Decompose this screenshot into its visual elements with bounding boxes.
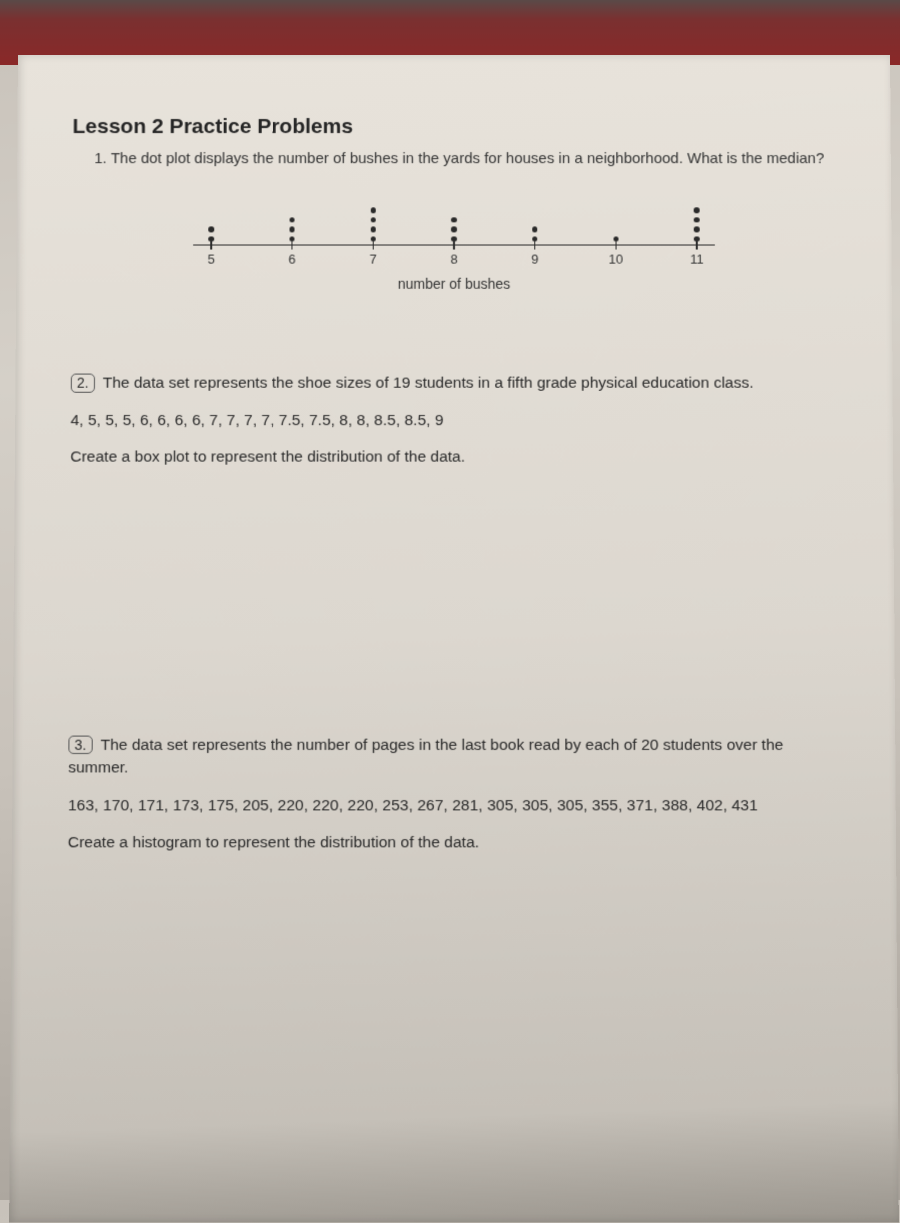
- tick-label: 5: [207, 252, 214, 267]
- worksheet-page: Lesson 2 Practice Problems 1. The dot pl…: [9, 55, 899, 1223]
- dot-icon: [370, 227, 376, 233]
- q2-intro-text: The data set represents the shoe sizes o…: [103, 375, 754, 392]
- dot-plot-labels: 5 6 7 8 9 10 11: [193, 252, 715, 270]
- tick-label: 8: [450, 252, 457, 267]
- tick-label: 7: [369, 252, 376, 267]
- q1-text: 1. The dot plot displays the number of b…: [94, 149, 835, 169]
- dot-icon: [451, 227, 457, 233]
- q3-number: 3.: [68, 735, 92, 754]
- tick-mark: [534, 242, 535, 250]
- dot-plot: 5 6 7 8 9 10 11 number of bushes: [193, 198, 715, 293]
- dot-plot-area: [193, 198, 715, 246]
- tick-mark: [292, 242, 293, 250]
- q3-task: Create a histogram to represent the dist…: [68, 832, 841, 855]
- tick-mark: [211, 242, 212, 250]
- tick-mark: [696, 242, 697, 250]
- dot-icon: [451, 217, 457, 223]
- tick-mark: [372, 242, 373, 250]
- dot-icon: [694, 208, 700, 214]
- tick-label: 11: [690, 252, 704, 267]
- dot-plot-axis-title: number of bushes: [193, 276, 715, 292]
- tick-label: 10: [609, 252, 624, 267]
- page-title: Lesson 2 Practice Problems: [72, 115, 835, 139]
- dot-icon: [370, 217, 376, 223]
- tick-mark: [453, 242, 454, 250]
- q2-data: 4, 5, 5, 5, 6, 6, 6, 6, 7, 7, 7, 7, 7.5,…: [70, 410, 837, 433]
- tick-label: 6: [288, 252, 295, 267]
- q1-number: 1.: [94, 150, 107, 167]
- q1-prompt: The dot plot displays the number of bush…: [111, 150, 825, 167]
- tick-mark: [615, 242, 616, 250]
- dot-icon: [532, 227, 538, 233]
- dot-icon: [289, 217, 295, 223]
- tick-label: 9: [531, 252, 538, 267]
- q2-intro: 2. The data set represents the shoe size…: [71, 373, 838, 396]
- q2-block: 2. The data set represents the shoe size…: [70, 373, 838, 470]
- dot-icon: [208, 227, 214, 233]
- q3-data: 163, 170, 171, 173, 175, 205, 220, 220, …: [68, 795, 840, 818]
- q3-intro: 3. The data set represents the number of…: [68, 734, 840, 780]
- dot-icon: [289, 227, 295, 233]
- q2-number: 2.: [71, 374, 95, 393]
- q3-intro-text: The data set represents the number of pa…: [68, 736, 783, 776]
- q3-block: 3. The data set represents the number of…: [68, 734, 841, 855]
- dot-icon: [694, 217, 700, 223]
- dot-icon: [694, 227, 700, 233]
- q2-task: Create a box plot to represent the distr…: [70, 447, 838, 470]
- dot-icon: [370, 208, 376, 214]
